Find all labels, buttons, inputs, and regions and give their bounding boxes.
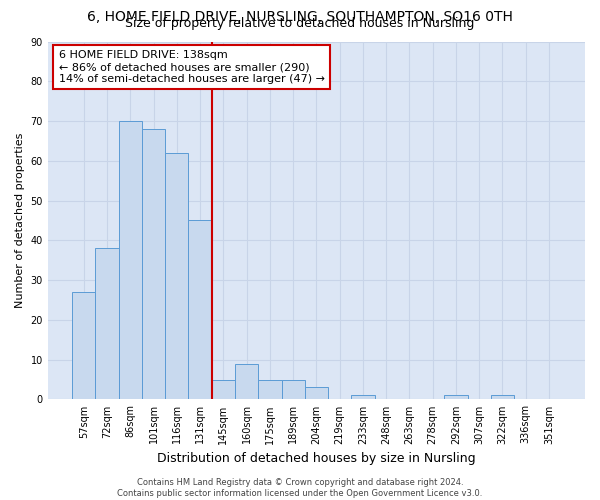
Text: 6, HOME FIELD DRIVE, NURSLING, SOUTHAMPTON, SO16 0TH: 6, HOME FIELD DRIVE, NURSLING, SOUTHAMPT… bbox=[87, 10, 513, 24]
Bar bbox=[281, 380, 305, 400]
Bar bbox=[142, 129, 165, 400]
Bar bbox=[258, 380, 281, 400]
Text: Contains HM Land Registry data © Crown copyright and database right 2024.
Contai: Contains HM Land Registry data © Crown c… bbox=[118, 478, 482, 498]
Text: Size of property relative to detached houses in Nursling: Size of property relative to detached ho… bbox=[125, 18, 475, 30]
Text: 6 HOME FIELD DRIVE: 138sqm
← 86% of detached houses are smaller (290)
14% of sem: 6 HOME FIELD DRIVE: 138sqm ← 86% of deta… bbox=[59, 50, 325, 84]
X-axis label: Distribution of detached houses by size in Nursling: Distribution of detached houses by size … bbox=[157, 452, 476, 465]
Bar bbox=[212, 380, 235, 400]
Bar bbox=[72, 292, 95, 400]
Bar bbox=[491, 396, 514, 400]
Bar bbox=[445, 396, 467, 400]
Bar bbox=[188, 220, 212, 400]
Y-axis label: Number of detached properties: Number of detached properties bbox=[15, 133, 25, 308]
Bar bbox=[351, 396, 374, 400]
Bar bbox=[165, 153, 188, 400]
Bar bbox=[119, 121, 142, 400]
Bar bbox=[235, 364, 258, 400]
Bar bbox=[305, 388, 328, 400]
Bar bbox=[95, 248, 119, 400]
